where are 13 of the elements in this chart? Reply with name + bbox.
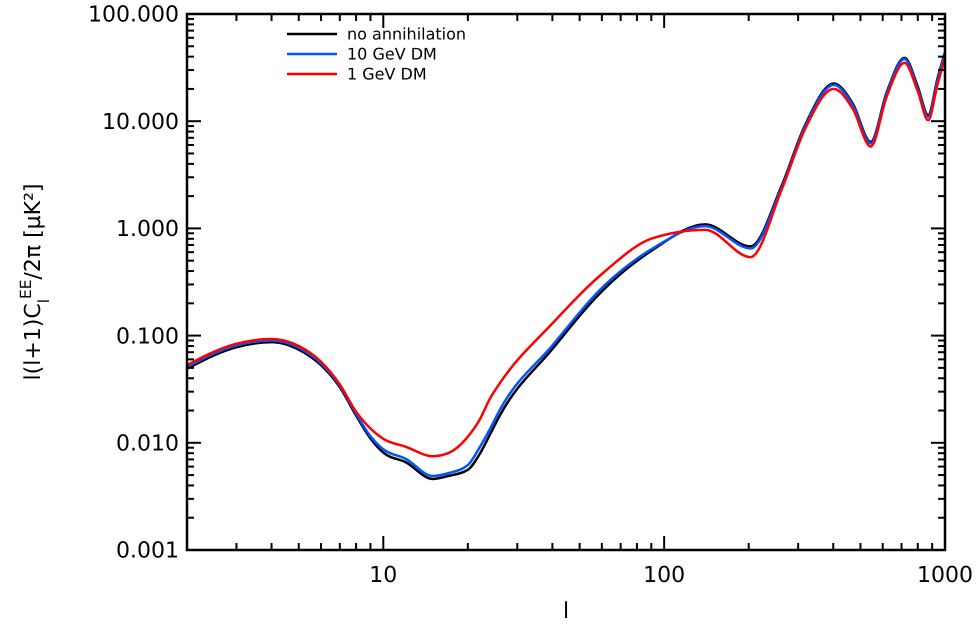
x-tick-label: 100	[643, 563, 686, 588]
y-tick-label: 0.010	[116, 432, 179, 456]
legend-label: no annihilation	[347, 24, 466, 44]
y-tick-label: 0.100	[116, 324, 179, 350]
legend-label: 1 GeV DM	[347, 64, 427, 84]
y-tick-label: 100.000	[88, 2, 179, 28]
y-tick-label: 1.000	[116, 217, 179, 242]
y-tick-label: 0.001	[116, 538, 179, 564]
legend-label: 10 GeV DM	[347, 44, 437, 64]
x-tick-label: 1000	[917, 563, 973, 588]
x-tick-label: 10	[369, 563, 398, 588]
y-tick-label: 10.000	[102, 110, 179, 135]
x-axis-title: l	[562, 599, 570, 624]
